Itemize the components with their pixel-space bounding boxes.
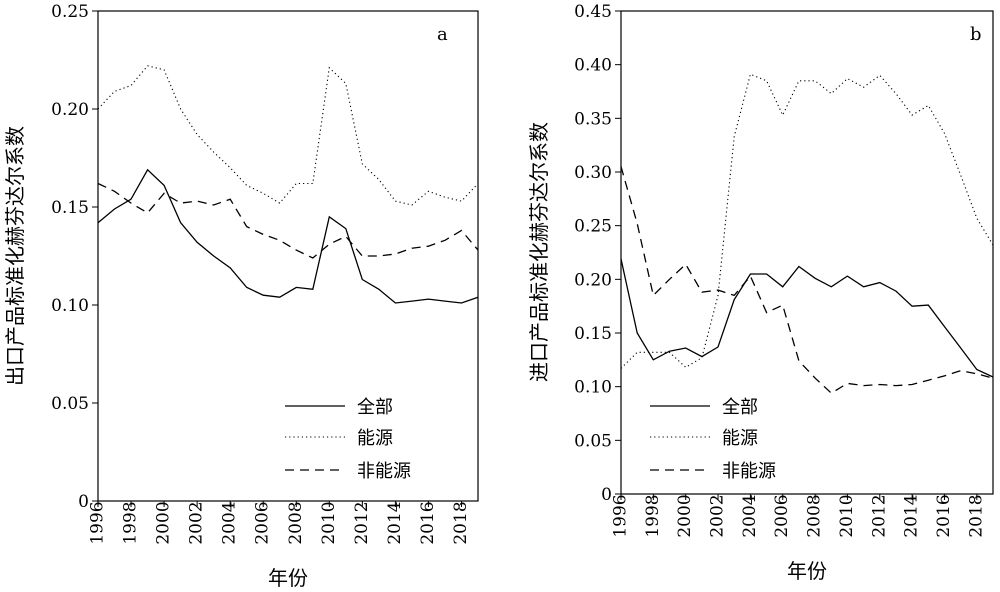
panel-b-x-tick-label: 2000 xyxy=(675,494,695,537)
panel-a-x-tick-label: 2010 xyxy=(319,501,339,544)
panel-a-x-tick-label: 2014 xyxy=(385,501,405,544)
panel-a-x-tick-label: 2004 xyxy=(220,501,240,544)
panel-a-y-axis-title: 出口产品标准化赫芬达尔系数 xyxy=(3,126,27,386)
panel-b-series-energy-line xyxy=(620,73,994,369)
panel-b-y-tick-label: 0.30 xyxy=(574,163,612,183)
panel-b-series-all-line xyxy=(620,258,994,378)
panel-b-y-tick-label: 0.10 xyxy=(574,378,612,398)
panel-b-y-tick-label: 0 xyxy=(601,485,612,505)
panel-b-x-tick-label: 2002 xyxy=(708,494,728,537)
panel-b-y-tick-label: 0.40 xyxy=(574,56,612,76)
panel-a-x-tick-label: 1996 xyxy=(88,501,108,544)
panel-b-legend-label: 能源 xyxy=(722,428,758,449)
chart-panel-b: 0 0.05 0.10 0.15 0.20 0.25 0.30 0.35 0.40 0.45 199… xyxy=(527,2,994,583)
panel-b-x-tick-label: 1998 xyxy=(643,494,663,537)
panel-a-series-non-energy-line xyxy=(97,182,479,259)
panel-a-x-axis-title: 年份 xyxy=(268,566,308,590)
panel-a-series-energy-line xyxy=(97,65,479,206)
panel-b-x-tick-label: 2018 xyxy=(966,494,986,537)
panel-a-y-tick-label: 0.05 xyxy=(51,394,89,414)
panel-b-y-tick-label: 0.15 xyxy=(574,324,612,344)
panel-b-letter: b xyxy=(970,24,982,45)
panel-b-x-axis-title: 年份 xyxy=(787,559,827,583)
panel-b-x-tick-label: 2004 xyxy=(740,494,760,537)
panel-a-plot-frame xyxy=(97,10,479,502)
panel-a-legend-label: 非能源 xyxy=(357,461,411,482)
panel-b-y-axis-title: 进口产品标准化赫芬达尔系数 xyxy=(527,122,551,382)
panel-b-y-tick-label: 0.45 xyxy=(574,2,612,22)
panel-a-x-tick-label: 2006 xyxy=(253,501,273,544)
panel-a-letter: a xyxy=(437,24,448,45)
panel-b-x-tick-label: 2010 xyxy=(837,494,857,537)
panel-b-x-tick-label: 2006 xyxy=(772,494,792,537)
panel-b-x-tick-label: 2014 xyxy=(902,494,922,537)
panel-a-x-tick-label: 2008 xyxy=(286,501,306,544)
panel-b-x-tick-label: 1996 xyxy=(611,494,631,537)
panel-a-legend-label: 能源 xyxy=(357,428,393,449)
panel-b-series-non-energy-line xyxy=(620,166,994,394)
panel-a-y-tick-label: 0 xyxy=(78,492,89,512)
panel-b-x-tick-label: 2016 xyxy=(934,494,954,537)
panel-b-y-tick-label: 0.05 xyxy=(574,431,612,451)
panel-b-plot-frame xyxy=(620,10,994,495)
panel-a-y-tick-label: 0.25 xyxy=(51,2,89,22)
panel-b-y-tick-label: 0.35 xyxy=(574,109,612,129)
panel-b-x-tick-label: 2008 xyxy=(805,494,825,537)
panel-a-x-tick-label: 2018 xyxy=(451,501,471,544)
chart-panel-a: 0 0.05 0.10 0.15 0.20 0.25 1996 1998 2000 2002 200… xyxy=(3,2,479,590)
panel-b-y-tick-label: 0.20 xyxy=(574,270,612,290)
panel-a-x-tick-label: 2016 xyxy=(418,501,438,544)
panel-b-y-tick-label: 0.25 xyxy=(574,217,612,237)
panel-a-x-tick-label: 2002 xyxy=(187,501,207,544)
panel-a-x-tick-label: 1998 xyxy=(121,501,141,544)
panel-b-legend-label: 全部 xyxy=(722,397,758,418)
panel-a-y-tick-label: 0.20 xyxy=(51,100,89,120)
panel-a-legend-label: 全部 xyxy=(357,397,393,418)
panel-b-legend-label: 非能源 xyxy=(722,461,776,482)
panel-a-x-tick-label: 2012 xyxy=(352,501,372,544)
panel-a-y-tick-label: 0.15 xyxy=(51,198,89,218)
panel-a-y-tick-label: 0.10 xyxy=(51,296,89,316)
panel-a-series-all-line xyxy=(97,168,479,304)
panel-a-x-tick-label: 2000 xyxy=(154,501,174,544)
panel-b-x-tick-label: 2012 xyxy=(869,494,889,537)
